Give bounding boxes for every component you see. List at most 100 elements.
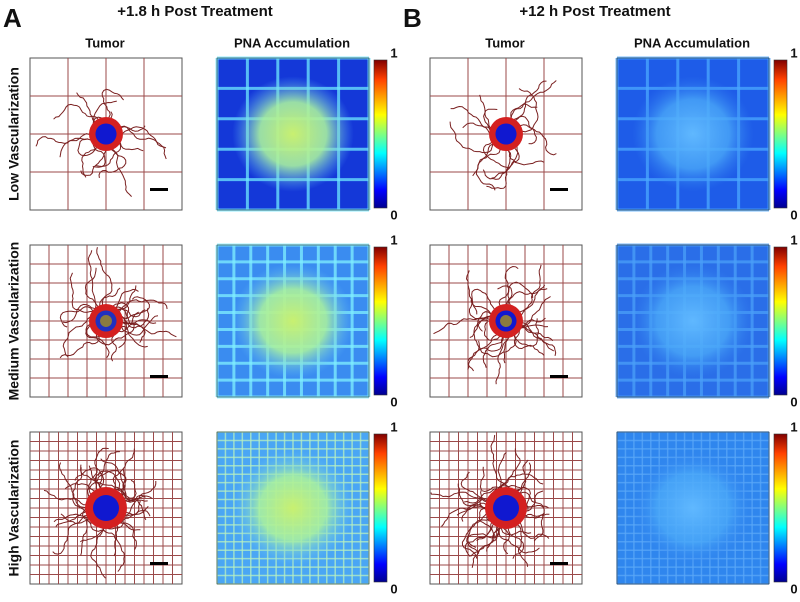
sprout — [53, 103, 100, 122]
colorbar-max: 1 — [790, 419, 797, 434]
scale-bar — [550, 188, 568, 191]
sprout — [519, 324, 554, 342]
colorbar-max: 1 — [390, 419, 397, 434]
sprout — [59, 333, 102, 359]
tumor-image — [29, 431, 183, 585]
sprout — [467, 332, 499, 370]
sprout — [486, 145, 520, 190]
sprout — [513, 80, 547, 123]
sprout — [119, 296, 150, 319]
colorbar-min: 0 — [390, 394, 397, 409]
tumor-core — [95, 123, 117, 145]
sprout — [430, 491, 493, 506]
sprout — [95, 140, 122, 168]
sprout — [462, 122, 493, 131]
colorbar — [373, 246, 388, 396]
sprout — [98, 147, 127, 178]
pna-hotspot — [632, 76, 754, 192]
row-label: Low Vascularization — [6, 67, 22, 201]
sprout — [101, 88, 124, 121]
sprout — [472, 142, 496, 177]
colorbar — [373, 433, 388, 583]
sprout — [482, 334, 504, 368]
pna-hotspot — [632, 263, 754, 379]
colorbar — [773, 433, 788, 583]
sprout — [478, 506, 496, 539]
pna-image — [215, 243, 371, 399]
sprout — [117, 140, 144, 152]
sprout — [84, 267, 101, 309]
sprout — [114, 288, 139, 311]
sprout — [449, 121, 496, 154]
panel-title: +12 h Post Treatment — [519, 3, 670, 20]
colorbar-min: 0 — [790, 207, 797, 222]
sprout — [35, 136, 94, 147]
colorbar-min: 0 — [390, 207, 397, 222]
sprout — [483, 321, 502, 342]
sprout — [92, 141, 106, 168]
sprout — [58, 462, 93, 509]
sprout — [76, 92, 97, 125]
sprout — [433, 315, 493, 335]
tumor-core — [92, 494, 120, 522]
tumor-core — [492, 494, 520, 522]
colorbar-max: 1 — [790, 45, 797, 60]
sprout — [518, 284, 546, 317]
sprout — [100, 458, 127, 503]
sprout — [81, 145, 99, 178]
sprout — [517, 296, 551, 329]
sprout — [513, 318, 540, 347]
sprout — [507, 281, 534, 308]
sprout — [119, 324, 148, 348]
tumor-core — [495, 123, 517, 145]
colorbar-min: 0 — [790, 581, 797, 596]
sprout — [513, 519, 529, 567]
sprout — [118, 125, 146, 132]
sprout — [482, 147, 512, 180]
pna-frame — [216, 57, 370, 211]
tumor-image — [429, 431, 583, 585]
sprout — [473, 319, 493, 351]
sprout — [93, 100, 117, 125]
sprout — [506, 147, 545, 166]
sprout — [110, 332, 118, 362]
sprout — [518, 88, 539, 133]
pna-image — [216, 431, 370, 585]
sprout — [87, 250, 97, 312]
tumor-image — [29, 57, 183, 211]
sprout — [74, 467, 105, 496]
sprout — [460, 471, 494, 503]
pna-image — [215, 56, 371, 212]
pna-hotspot — [232, 450, 354, 566]
sprout — [513, 327, 545, 356]
panel-letter: A — [3, 3, 22, 33]
pna-hotspot — [632, 450, 754, 566]
colorbar-max: 1 — [790, 232, 797, 247]
scale-bar — [150, 375, 168, 378]
pna-image — [616, 431, 770, 585]
sprout — [90, 521, 106, 579]
sprout — [52, 513, 94, 555]
sprout — [99, 287, 121, 309]
column-header: PNA Accumulation — [634, 35, 750, 50]
sprout — [118, 315, 128, 349]
sprout — [101, 521, 125, 572]
scale-bar — [150, 562, 168, 565]
sprout — [109, 448, 135, 495]
panel-title: +1.8 h Post Treatment — [117, 3, 272, 20]
pna-hotspot — [232, 263, 354, 379]
sprout — [471, 521, 505, 568]
sprout — [62, 316, 93, 358]
pna-hotspot — [232, 76, 354, 192]
sprout — [86, 447, 109, 505]
sprout — [519, 505, 545, 542]
colorbar — [773, 246, 788, 396]
column-header: Tumor — [85, 35, 124, 50]
sprout — [461, 511, 493, 559]
panel-letter: B — [403, 3, 422, 33]
colorbar — [773, 59, 788, 209]
necrotic-core — [500, 315, 512, 327]
sprout — [498, 265, 519, 308]
sprout — [517, 124, 557, 156]
column-header: PNA Accumulation — [234, 35, 350, 50]
